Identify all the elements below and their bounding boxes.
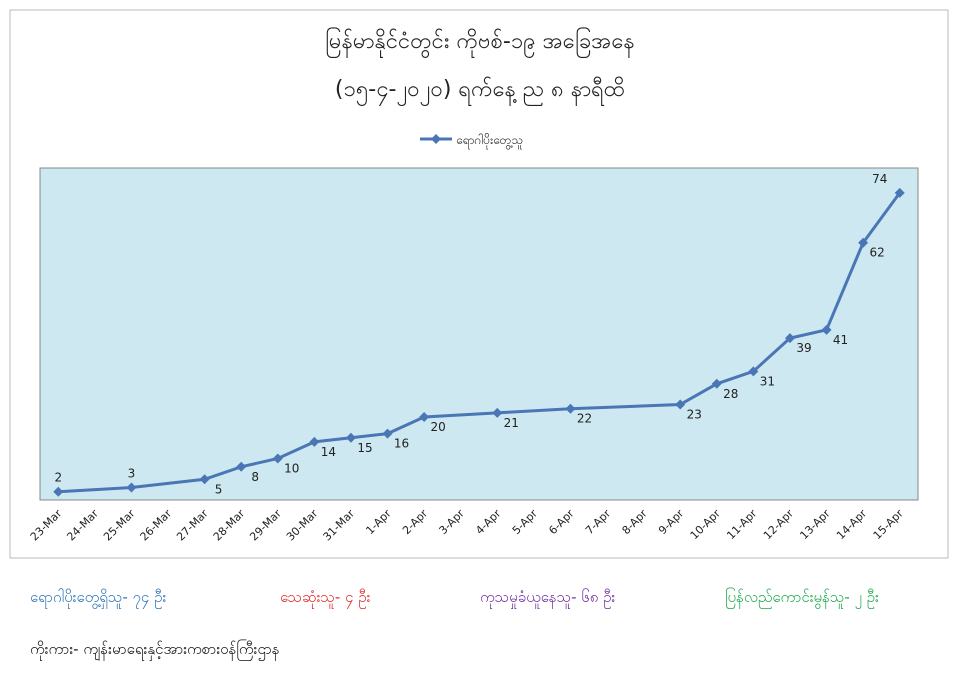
point: [711, 378, 722, 389]
stat-treatment: ကုသမှုခံယူနေသူ- ၆၈ ဦး: [480, 588, 616, 606]
data-label: 21: [504, 416, 519, 430]
data-label: 23: [687, 408, 702, 422]
legend-marker: [431, 134, 441, 144]
data-label: 2: [54, 471, 62, 485]
data-label: 62: [869, 246, 884, 260]
point: [345, 432, 356, 443]
point: [126, 482, 137, 493]
data-label: 5: [215, 482, 223, 496]
data-label: 41: [833, 333, 848, 347]
data-label: 15: [357, 441, 372, 455]
data-label: 10: [284, 462, 299, 476]
chart: မြန်မာနိုင်ငံတွင်း ကိုဗစ်-၁၉ အခြေအနေ (၁၅…: [9, 9, 949, 559]
stat-deaths: သေဆုံးသူ- ၄ ဦး: [280, 588, 371, 606]
data-label: 74: [872, 172, 887, 186]
data-label: 31: [760, 374, 775, 388]
data-label: 28: [723, 387, 738, 401]
chart-subtitle: (၁၅-၄-၂၀၂၀) ရက်နေ့ ည ၈ နာရီထိ: [335, 76, 625, 106]
legend-label: ရောဂါပိုးတွေ့သူ: [456, 132, 523, 150]
point: [309, 436, 320, 447]
data-label: 22: [577, 412, 592, 426]
point: [382, 428, 393, 439]
point: [53, 486, 64, 497]
data-label: 3: [128, 467, 136, 481]
data-label: 16: [394, 437, 409, 451]
stat-recovered: ပြန်လည်ကောင်းမွန်သူ- ၂ ဦး: [725, 588, 879, 606]
point: [419, 412, 430, 422]
point: [894, 187, 905, 198]
point: [748, 366, 759, 377]
point: [858, 237, 869, 248]
point: [821, 324, 832, 335]
point: [199, 474, 210, 485]
data-label: 14: [321, 445, 336, 459]
plot-area: [39, 167, 919, 501]
point: [492, 407, 503, 418]
stat-total: ရောဂါပိုးတွေ့ရှိသူ- ၇၄ ဦး: [30, 588, 167, 606]
data-label: 20: [430, 420, 445, 434]
chart-title: မြန်မာနိုင်ငံတွင်း ကိုဗစ်-၁၉ အခြေအနေ: [325, 27, 635, 59]
point: [784, 333, 795, 344]
series-line: [58, 192, 901, 494]
data-label: 8: [251, 470, 259, 484]
data-label: 39: [796, 341, 811, 355]
point: [236, 461, 247, 472]
point: [565, 403, 576, 414]
point: [272, 453, 283, 464]
point: [675, 399, 686, 410]
source: ကိုးကား- ကျန်းမာရေးနှင့်အားကစားဝန်ကြီးဌာ…: [30, 640, 280, 658]
